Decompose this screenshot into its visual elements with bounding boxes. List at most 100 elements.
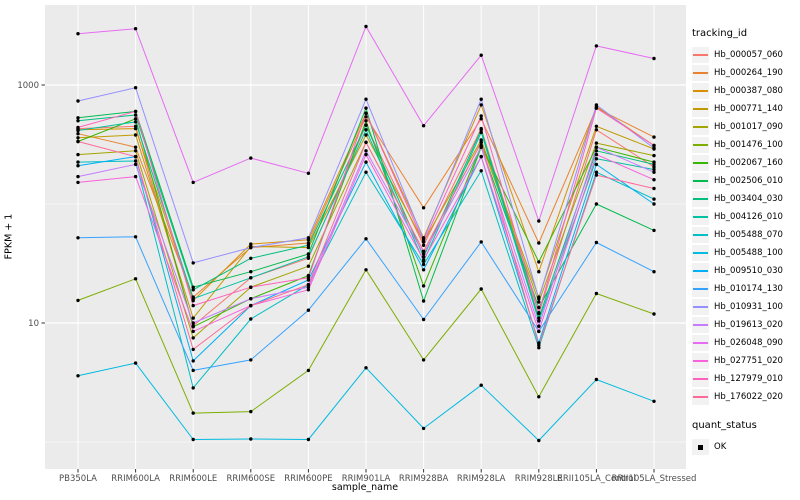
legend-color-line: [693, 342, 708, 344]
legend-key-line: [692, 317, 709, 333]
data-point: [479, 145, 483, 149]
data-point: [479, 97, 483, 101]
legend-color-line: [693, 360, 708, 362]
legend-item-label: Hb_000387_080: [714, 86, 783, 96]
data-point: [76, 164, 80, 168]
legend-item-label: Hb_004126_010: [714, 212, 783, 222]
y-tick-label: 1000: [17, 81, 39, 91]
legend-key-line: [692, 119, 709, 135]
data-point: [537, 260, 541, 264]
legend-item-Hb_176022_020: Hb_176022_020: [692, 388, 798, 406]
legend-item-Hb_127979_010: Hb_127979_010: [692, 370, 798, 388]
data-point: [306, 283, 311, 287]
data-point: [479, 240, 483, 244]
data-point: [364, 123, 368, 127]
data-point: [306, 252, 311, 256]
data-point: [76, 128, 80, 133]
data-point: [133, 113, 138, 117]
data-point: [249, 358, 253, 362]
data-point: [191, 347, 195, 352]
data-point: [537, 305, 541, 310]
x-tick-label: RRIM600LE: [169, 474, 217, 484]
legend-item-label: Hb_010174_130: [714, 284, 783, 294]
data-point: [594, 124, 599, 128]
data-point: [652, 228, 656, 233]
x-tick-label: PB350LA: [59, 474, 97, 484]
data-point: [537, 219, 541, 223]
data-point: [306, 308, 311, 312]
data-point: [364, 119, 368, 123]
data-point: [479, 140, 483, 144]
legend-item-label: Hb_000057_060: [714, 50, 783, 60]
data-point: [76, 119, 80, 123]
legend-color-line: [693, 396, 708, 398]
data-point: [306, 288, 311, 292]
legend-key-line: [692, 173, 709, 189]
data-point: [133, 162, 138, 167]
data-point: [364, 152, 368, 157]
legend-item-Hb_005488_070: Hb_005488_070: [692, 226, 798, 244]
data-point: [191, 386, 195, 390]
ok-square-marker: [698, 445, 703, 450]
data-point: [594, 173, 599, 177]
legend-item-label: Hb_019613_020: [714, 320, 783, 330]
y-tick-label: 10: [28, 319, 39, 329]
data-point: [306, 368, 311, 373]
data-point: [249, 437, 253, 441]
data-point: [76, 160, 80, 164]
data-point: [364, 237, 368, 241]
data-point: [76, 132, 80, 136]
x-tick-label: RRIM928LE: [515, 474, 563, 484]
data-point: [652, 270, 656, 274]
data-point: [191, 297, 195, 301]
legend-item-label: Hb_009510_030: [714, 266, 783, 276]
data-point: [537, 316, 541, 320]
data-point: [594, 44, 599, 48]
data-point: [76, 99, 80, 103]
legend: tracking_id Hb_000057_060 Hb_000264_190 Hb…: [692, 28, 798, 456]
data-point: [652, 167, 656, 172]
data-point: [133, 27, 138, 31]
legend-key-line: [692, 155, 709, 171]
data-point: [191, 325, 195, 329]
data-point: [76, 125, 80, 130]
data-point: [191, 285, 195, 289]
data-point: [537, 324, 541, 328]
legend-item-Hb_002506_010: Hb_002506_010: [692, 172, 798, 190]
data-point: [306, 243, 311, 247]
data-point: [479, 130, 483, 135]
legend-item-Hb_003404_030: Hb_003404_030: [692, 190, 798, 208]
data-point: [191, 368, 195, 373]
data-point: [191, 411, 195, 415]
data-point: [133, 109, 138, 114]
legend-key-line: [692, 191, 709, 207]
y-axis-title: FPKM + 1: [3, 213, 15, 260]
data-point: [364, 133, 368, 137]
data-point: [537, 329, 541, 334]
data-point: [306, 276, 311, 280]
data-point: [421, 206, 426, 210]
data-point: [133, 154, 138, 159]
data-point: [76, 152, 80, 157]
data-point: [191, 329, 195, 334]
data-point: [191, 321, 195, 325]
legend-key-line: [692, 263, 709, 279]
x-tick-label: RRIM901LA: [342, 474, 391, 484]
data-point: [133, 174, 138, 179]
legend-key-line: [692, 281, 709, 297]
data-point: [421, 262, 426, 267]
legend-color-line: [693, 378, 708, 380]
data-point: [421, 358, 426, 362]
data-point: [249, 245, 253, 250]
legend-item-label: Hb_000264_190: [714, 68, 783, 78]
data-point: [479, 103, 483, 107]
legend-item-Hb_000387_080: Hb_000387_080: [692, 82, 798, 100]
data-point: [594, 291, 599, 296]
legend-key-line: [692, 335, 709, 351]
data-point: [652, 170, 656, 174]
data-point: [133, 126, 138, 131]
legend-key-line: [692, 353, 709, 369]
legend-key-square: [692, 439, 709, 455]
